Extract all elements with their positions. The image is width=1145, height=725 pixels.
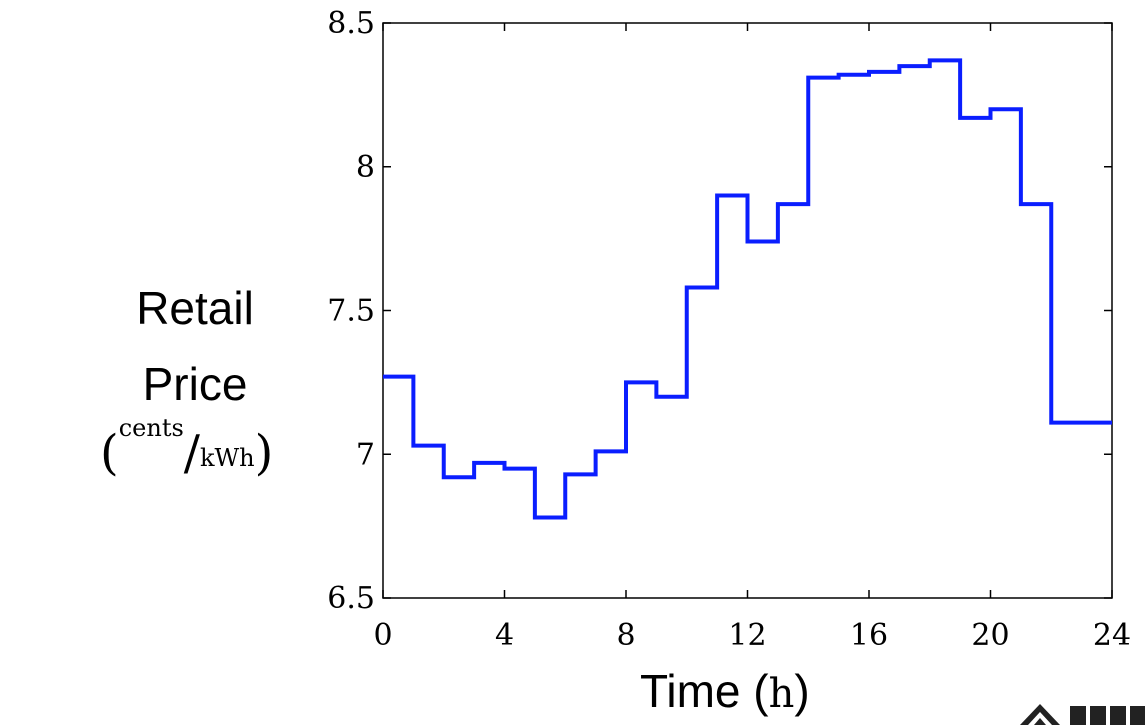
x-tick-label: 0 <box>373 618 392 653</box>
y-tick-label: 7.5 <box>327 294 375 329</box>
unit-slash: / <box>183 425 200 481</box>
x-tick-label: 16 <box>850 618 888 653</box>
x-axis-label: Time (h) <box>640 665 810 717</box>
unit-denominator: kWh <box>199 443 255 472</box>
x-tick-label: 24 <box>1093 618 1131 653</box>
x-tick-label: 8 <box>616 618 635 653</box>
logo-icon <box>1020 704 1145 725</box>
y-axis-label-line1: Retail <box>136 282 254 334</box>
retail-price-line <box>383 58 1112 520</box>
unit-open-paren: ( <box>100 425 119 481</box>
y-tick-label: 7 <box>356 437 375 472</box>
y-axis-label-line2: Price <box>142 358 248 410</box>
tick-labels: 0 4 8 12 16 20 24 6.5 7 7.5 8 8.5 <box>327 6 1131 653</box>
unit-numerator: cents <box>118 413 184 442</box>
y-tick-label: 8.5 <box>327 6 375 41</box>
y-tick-label: 6.5 <box>327 581 375 616</box>
y-axis-unit: (cents/kWh) <box>100 414 310 482</box>
tick-marks <box>382 22 1113 599</box>
x-tick-label: 4 <box>495 618 514 653</box>
x-tick-label: 12 <box>728 618 766 653</box>
x-axis-unit: h <box>768 671 795 717</box>
x-tick-label: 20 <box>971 618 1009 653</box>
y-tick-label: 8 <box>356 150 375 185</box>
unit-close-paren: ) <box>254 425 274 481</box>
